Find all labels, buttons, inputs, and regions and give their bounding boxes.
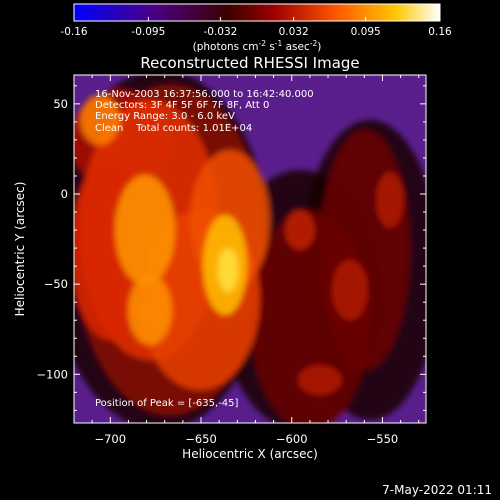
x-tick-label: −550 xyxy=(367,432,399,446)
emission-blob xyxy=(298,365,342,395)
emission-blob xyxy=(115,175,175,285)
info-line-4: Clean Total counts: 1.01E+04 xyxy=(95,123,252,134)
x-tick-label: −700 xyxy=(94,432,126,446)
x-axis: −700 −650 −600 −550 xyxy=(73,75,420,446)
emission-blob xyxy=(218,248,238,292)
y-axis-label: Heliocentric Y (arcsec) xyxy=(13,182,27,317)
x-axis-label: Heliocentric X (arcsec) xyxy=(182,447,318,461)
info-text: 16-Nov-2003 16:37:56.000 to 16:42:40.000… xyxy=(95,89,314,134)
info-line-1: 16-Nov-2003 16:37:56.000 to 16:42:40.000 xyxy=(95,89,314,100)
x-tick-label: −650 xyxy=(185,432,217,446)
colorbar-tick-label: 0.095 xyxy=(351,26,381,38)
emission-blob xyxy=(320,130,410,370)
y-tick-label: 0 xyxy=(61,187,68,201)
y-tick-label: 50 xyxy=(53,97,68,111)
footer-timestamp: 7-May-2022 01:11 xyxy=(382,483,492,497)
emission-blob xyxy=(376,172,404,228)
info-line-2: Detectors: 3F 4F 5F 6F 7F 8F, Att 0 xyxy=(95,100,269,111)
chart-title: Reconstructed RHESSI Image xyxy=(140,54,359,72)
colorbar-tick-label: -0.16 xyxy=(60,26,87,38)
y-axis: 50 0 −50 −100 xyxy=(36,85,426,411)
y-tick-label: −50 xyxy=(44,277,68,291)
colorbar-tick-label: -0.095 xyxy=(131,26,165,38)
emission-blob xyxy=(332,260,368,320)
colorbar-tick-label: 0.032 xyxy=(279,26,309,38)
colorbar-tick-label: 0.16 xyxy=(428,26,452,38)
colorbar-ticks: -0.16 -0.095 -0.032 0.032 0.095 0.16 xyxy=(60,17,452,38)
emission-blob xyxy=(128,275,172,345)
y-tick-label: −100 xyxy=(36,367,68,381)
peak-position-label: Position of Peak = [-635,-45] xyxy=(95,398,239,409)
colorbar-tick-label: -0.032 xyxy=(203,26,237,38)
colorbar-units: (photons cm-2 s-1 asec-2) xyxy=(193,39,322,53)
map-image xyxy=(74,75,426,423)
emission-blob xyxy=(80,95,120,145)
plot-frame xyxy=(73,74,427,424)
emission-blob xyxy=(285,210,315,250)
colorbar: -0.16 -0.095 -0.032 0.032 0.095 0.16 (photons… xyxy=(60,3,452,53)
x-tick-label: −600 xyxy=(276,432,308,446)
colorbar-gradient xyxy=(73,3,441,22)
info-line-3: Energy Range: 3.0 - 6.0 keV xyxy=(95,111,235,122)
